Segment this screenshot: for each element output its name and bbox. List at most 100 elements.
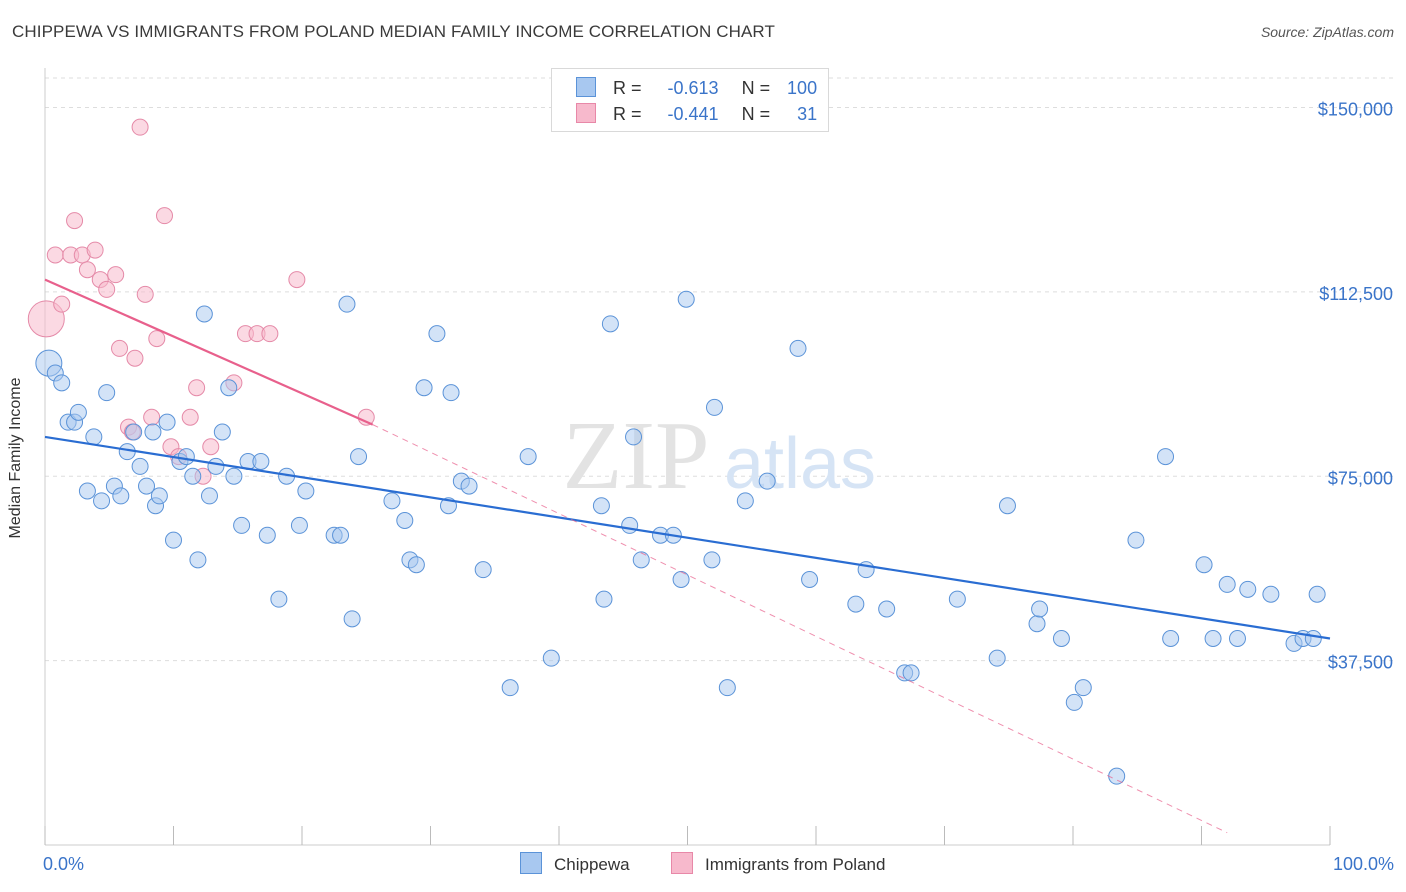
data-point-poland — [46, 246, 64, 264]
data-point-poland — [126, 349, 144, 367]
bottom-legend-label-chippewa: Chippewa — [554, 855, 630, 874]
y-axis-label: Median Family Income — [7, 377, 24, 539]
data-point-chippewa — [1108, 767, 1126, 785]
y-tick-label: $37,500 — [1328, 653, 1393, 673]
watermark: ZIP atlas — [563, 402, 877, 510]
data-point-chippewa — [150, 487, 168, 505]
data-point-chippewa — [78, 482, 96, 500]
data-point-poland — [181, 408, 199, 426]
data-point-chippewa — [165, 531, 182, 549]
axes — [44, 68, 1331, 846]
data-point-chippewa — [138, 477, 156, 495]
legend-n-value-poland: 31 — [797, 104, 818, 124]
watermark-zip: ZIP — [563, 402, 710, 510]
data-point-chippewa — [736, 492, 754, 510]
data-point-chippewa — [672, 571, 690, 588]
data-point-chippewa — [125, 423, 143, 441]
data-point-chippewa — [998, 497, 1016, 515]
legend-swatch-chippewa — [576, 77, 596, 97]
data-point-poland — [53, 295, 71, 313]
data-point-chippewa — [270, 590, 288, 608]
data-point-chippewa — [1162, 630, 1180, 647]
data-point-chippewa — [789, 339, 807, 357]
data-point-poland — [98, 280, 116, 298]
data-point-chippewa — [621, 516, 639, 534]
data-point-chippewa — [112, 487, 130, 505]
series-chippewa — [35, 290, 1326, 785]
data-point-chippewa — [625, 428, 643, 446]
data-point-chippewa — [258, 526, 276, 544]
data-point-chippewa — [131, 457, 149, 475]
legend-swatch-poland — [576, 103, 596, 123]
data-point-chippewa — [158, 413, 176, 431]
data-point-chippewa — [601, 315, 619, 333]
data-point-chippewa — [144, 423, 162, 441]
source-label: Source: ZipAtlas.com — [1260, 24, 1394, 40]
trend-line-poland — [44, 278, 374, 426]
data-point-poland — [131, 118, 149, 136]
data-point-chippewa — [98, 384, 116, 402]
data-point-chippewa — [93, 492, 111, 510]
data-point-chippewa — [53, 374, 71, 392]
data-point-chippewa — [542, 649, 560, 667]
data-point-poland — [66, 212, 84, 230]
data-point-chippewa — [1127, 531, 1145, 549]
legend-n-label: N = — [741, 78, 771, 98]
data-point-chippewa — [501, 679, 519, 697]
bottom-legend-chippewa: Chippewa — [520, 852, 630, 875]
data-point-poland — [148, 330, 166, 348]
data-point-chippewa — [1195, 556, 1213, 574]
data-point-chippewa — [703, 551, 721, 569]
x-tick-labels: 0.0% 100.0% — [43, 854, 1394, 874]
legend-n-label: N = — [741, 104, 771, 124]
data-point-poland — [261, 325, 279, 343]
series-immigrants-from-poland — [27, 118, 375, 485]
legend-r-value-poland: -0.441 — [667, 104, 719, 124]
data-point-chippewa — [184, 467, 202, 485]
y-tick-label: $75,000 — [1328, 468, 1393, 488]
chart-title: CHIPPEWA VS IMMIGRANTS FROM POLAND MEDIA… — [12, 22, 775, 41]
data-point-chippewa — [718, 679, 736, 697]
data-point-poland — [107, 266, 125, 284]
data-point-chippewa — [396, 512, 414, 529]
data-point-chippewa — [758, 472, 776, 490]
data-point-chippewa — [1028, 615, 1046, 633]
data-point-chippewa — [290, 516, 308, 534]
data-point-chippewa — [1157, 448, 1175, 466]
data-point-chippewa — [195, 305, 213, 323]
data-point-poland — [143, 408, 161, 426]
data-point-chippewa — [200, 487, 218, 505]
data-point-chippewa — [847, 595, 865, 613]
data-point-chippewa — [1308, 585, 1326, 603]
legend-r-label: R = — [613, 104, 642, 124]
data-point-chippewa — [225, 467, 243, 485]
data-point-chippewa — [1218, 575, 1236, 593]
data-point-chippewa — [474, 561, 492, 579]
data-point-poland — [202, 438, 220, 456]
data-point-chippewa — [332, 526, 350, 544]
data-point-chippewa — [592, 497, 610, 515]
legend-row-chippewa: R = -0.613 N = 100 — [576, 77, 817, 99]
data-point-poland — [78, 261, 96, 279]
trend-line-chippewa — [44, 435, 1331, 640]
data-point-chippewa — [350, 448, 368, 466]
data-point-chippewa — [415, 379, 433, 397]
bottom-legend-swatch-chippewa — [520, 852, 542, 874]
data-point-chippewa — [189, 551, 207, 569]
bottom-legend-poland: Immigrants from Poland — [671, 852, 885, 875]
data-point-chippewa — [1228, 630, 1246, 647]
correlation-legend: R = -0.613 N = 100 R = -0.441 N = 31 — [551, 68, 829, 132]
data-point-chippewa — [1204, 630, 1222, 647]
data-point-chippewa — [1052, 630, 1070, 647]
legend-row-poland: R = -0.441 N = 31 — [576, 103, 817, 125]
data-point-chippewa — [1065, 693, 1083, 711]
data-point-chippewa — [1031, 600, 1049, 618]
x-tick-label-end: 100.0% — [1333, 854, 1394, 874]
data-point-chippewa — [1239, 580, 1257, 598]
data-point-chippewa — [1262, 585, 1280, 603]
trend-lines — [44, 278, 1331, 834]
data-point-chippewa — [460, 477, 478, 495]
data-point-poland — [27, 300, 65, 338]
data-point-chippewa — [948, 590, 966, 608]
